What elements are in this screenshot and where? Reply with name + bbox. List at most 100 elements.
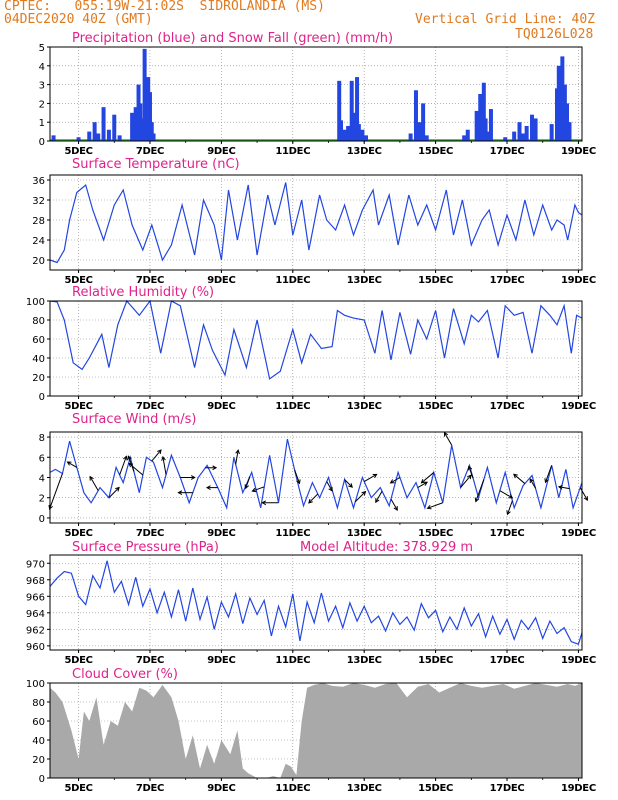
panel-frame — [49, 300, 583, 397]
precip-bar — [337, 80, 342, 141]
x-tick-label: 17DEC — [490, 655, 525, 666]
wind-arrow-head — [235, 449, 240, 455]
x-tick-label: 7DEC — [136, 275, 164, 286]
wind-arrow — [417, 481, 428, 489]
y-tick-label: 970 — [26, 559, 45, 570]
wind-arrow — [558, 486, 570, 490]
wind-arrow — [427, 502, 443, 509]
x-tick-label: 5DEC — [64, 655, 92, 666]
x-tick-label: 15DEC — [418, 146, 453, 157]
precip-bar — [560, 56, 565, 141]
wind-arrow-head — [506, 510, 511, 516]
header-vertical-grid: Vertical Grid Line: 40Z — [415, 12, 596, 27]
x-tick-label: 11DEC — [275, 783, 310, 794]
wind-arrow — [460, 474, 472, 488]
x-tick-label: 15DEC — [418, 401, 453, 412]
panel-frame — [49, 46, 583, 142]
x-tick-label: 7DEC — [136, 783, 164, 794]
panel-frame — [49, 682, 583, 779]
x-tick-label: 11DEC — [275, 146, 310, 157]
panel-2 — [47, 174, 583, 273]
wind-arrow-head — [529, 478, 534, 484]
precip-bar — [106, 129, 111, 141]
wind-arrow — [252, 486, 265, 492]
precip-bar — [130, 112, 135, 141]
panel-title: Surface Pressure (hPa) — [72, 540, 219, 555]
x-tick-label: 9DEC — [207, 655, 235, 666]
panel-title: Relative Humidity (%) — [72, 285, 214, 300]
x-tick-label: 5DEC — [64, 146, 92, 157]
wind-arrow — [475, 479, 485, 502]
x-tick-label: 19DEC — [561, 146, 596, 157]
precip-bar — [76, 137, 81, 141]
wind-arrow-head — [161, 455, 166, 461]
precip-bar — [117, 135, 122, 141]
y-tick-label: 60 — [32, 717, 45, 728]
wind-arrow-head — [372, 473, 378, 479]
wind-arrow — [326, 481, 333, 492]
y-tick-label: 40 — [32, 354, 45, 365]
precip-bar — [151, 133, 156, 141]
x-tick-label: 13DEC — [347, 783, 382, 794]
y-tick-label: 20 — [32, 256, 45, 267]
precip-bar — [462, 135, 467, 141]
precip-bar — [92, 122, 97, 141]
y-tick-label: 0 — [39, 514, 45, 525]
wind-arrow — [529, 478, 537, 489]
y-tick-label: 80 — [32, 698, 45, 709]
precip-bar — [562, 84, 567, 141]
wind-arrow-head — [393, 506, 398, 511]
y-tick-label: 24 — [32, 236, 45, 247]
wind-arrow-head — [123, 455, 128, 461]
wind-arrow — [344, 479, 353, 488]
precip-bar — [549, 124, 554, 141]
wind-arrow-head — [177, 490, 183, 496]
y-tick-label: 40 — [32, 736, 45, 747]
y-tick-label: 2 — [39, 99, 45, 110]
wind-arrow — [128, 463, 144, 476]
wind-arrow-head — [375, 498, 380, 504]
panel-6 — [47, 682, 583, 781]
y-tick-label: 4 — [39, 474, 45, 485]
wind-arrow-head — [544, 478, 549, 484]
precip-bar — [51, 135, 56, 141]
precip-bar — [517, 122, 522, 141]
precip-bar — [112, 114, 117, 141]
wind-arrow — [499, 490, 513, 499]
x-tick-label: 5DEC — [64, 401, 92, 412]
wind-arrow — [245, 476, 251, 489]
x-tick-label: 17DEC — [490, 528, 525, 539]
y-tick-label: 964 — [26, 609, 45, 620]
wind-arrow — [354, 491, 366, 503]
x-tick-label: 15DEC — [418, 783, 453, 794]
wind-arrow-head — [308, 498, 313, 504]
x-tick-label: 9DEC — [207, 401, 235, 412]
y-tick-label: 4 — [39, 62, 45, 73]
y-tick-label: 60 — [32, 335, 45, 346]
x-tick-label: 7DEC — [136, 655, 164, 666]
precip-bar — [133, 107, 138, 141]
y-tick-label: 966 — [26, 592, 45, 603]
x-tick-label: 5DEC — [64, 783, 92, 794]
precip-bar — [149, 122, 154, 141]
wind-arrow-head — [328, 486, 333, 492]
wind-arrow-head — [89, 475, 94, 481]
wind-arrow-head — [244, 484, 249, 490]
precip-bar — [363, 135, 368, 141]
wind-arrow-head — [66, 461, 72, 466]
wind-arrow-head — [513, 473, 518, 479]
wind-arrow — [545, 465, 553, 483]
x-tick-label: 7DEC — [136, 146, 164, 157]
precip-bar — [147, 92, 152, 141]
precip-bar — [503, 137, 508, 141]
wind-arrow — [390, 477, 401, 484]
precip-bar — [101, 107, 106, 141]
panel-title: Surface Temperature (nC) — [72, 157, 240, 172]
precip-bar — [351, 112, 356, 141]
precip-bar — [530, 114, 535, 141]
precip-bar — [474, 110, 479, 141]
y-tick-label: 36 — [32, 176, 45, 187]
precip-bar — [478, 94, 483, 141]
y-tick-label: 3 — [39, 81, 45, 92]
